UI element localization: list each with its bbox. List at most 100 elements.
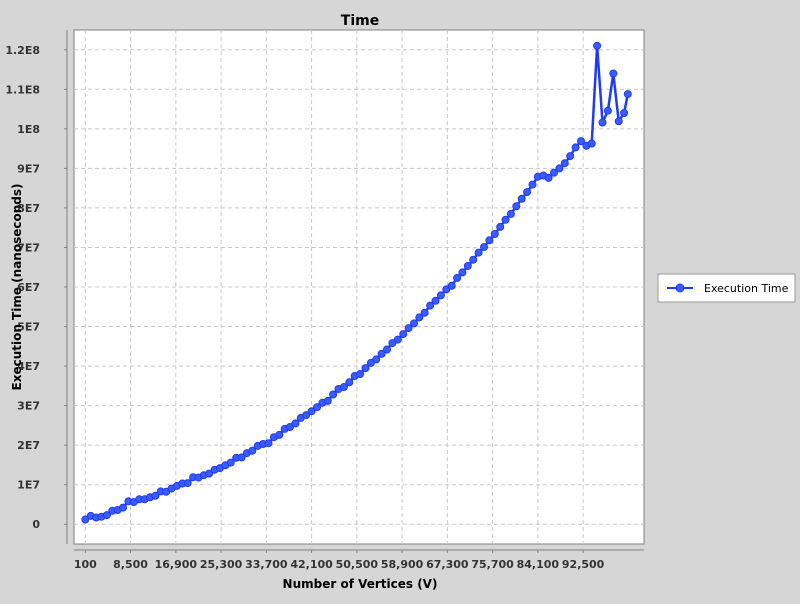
data-point — [609, 69, 618, 78]
data-point — [436, 291, 445, 300]
data-point — [517, 194, 526, 203]
data-point — [329, 390, 338, 399]
data-point — [620, 109, 629, 117]
axes: 0 1E7 2E7 3E7 4E7 5E7 6E7 7E7 8E7 9E7 1E8 1.1E8 1.2E… — [5, 30, 644, 571]
x-tick-label: 92,500 — [562, 558, 605, 571]
data-point — [377, 349, 386, 358]
series-execution-time — [81, 41, 632, 524]
data-point — [496, 222, 505, 231]
x-tick-label: 25,300 — [200, 558, 243, 571]
data-point — [474, 248, 483, 257]
x-tick-label: 58,900 — [381, 558, 424, 571]
data-point — [151, 491, 160, 500]
data-point — [447, 281, 456, 290]
data-point — [361, 364, 370, 373]
legend-label: Execution Time — [704, 282, 789, 295]
data-point — [410, 319, 418, 328]
y-tick-label: 1E8 — [17, 123, 40, 136]
data-point — [623, 90, 632, 99]
data-point — [286, 423, 294, 431]
data-point — [598, 118, 607, 127]
y-tick-label: 6E7 — [17, 281, 40, 294]
x-tick-label: 16,900 — [155, 558, 198, 571]
data-point — [404, 324, 413, 333]
legend: Execution Time — [657, 273, 796, 303]
y-tick-label: 1E7 — [17, 479, 40, 492]
data-point — [566, 152, 575, 161]
data-point — [302, 411, 311, 420]
y-tick-label: 1.2E8 — [5, 44, 40, 57]
data-point — [248, 446, 257, 455]
x-tick-label: 42,100 — [290, 558, 333, 571]
data-point — [356, 370, 365, 378]
data-point — [614, 117, 623, 126]
data-point — [237, 453, 246, 462]
grid-lines — [74, 30, 644, 544]
data-point — [603, 106, 612, 115]
data-point — [555, 164, 564, 173]
x-axis-label: Number of Vertices (V) — [283, 577, 438, 591]
data-point — [506, 209, 515, 218]
y-tick-label: 7E7 — [17, 241, 40, 254]
data-point — [415, 313, 424, 322]
data-point — [593, 41, 602, 50]
data-point — [291, 419, 300, 428]
y-tick-label: 5E7 — [17, 321, 40, 334]
y-tick-label: 3E7 — [17, 400, 40, 413]
y-tick-label: 0 — [32, 518, 40, 531]
data-point — [205, 469, 214, 478]
y-tick-label: 2E7 — [17, 439, 40, 452]
x-tick-label: 100 — [74, 558, 97, 571]
data-point — [528, 180, 537, 189]
data-point — [313, 403, 321, 412]
data-point — [275, 430, 284, 439]
data-point — [323, 396, 332, 405]
data-point — [544, 173, 553, 182]
data-point — [420, 308, 429, 317]
x-tick-label: 67,300 — [426, 558, 469, 571]
data-point — [442, 285, 451, 294]
data-point — [469, 255, 478, 264]
data-point — [226, 458, 235, 467]
data-point — [560, 159, 569, 168]
data-point — [399, 330, 408, 339]
y-tick-label: 4E7 — [17, 360, 40, 373]
data-point — [383, 345, 391, 354]
data-point — [550, 168, 558, 177]
data-point — [458, 268, 467, 277]
data-point — [571, 143, 580, 152]
data-point — [512, 202, 521, 211]
data-point — [119, 503, 127, 512]
data-point — [426, 301, 435, 310]
data-point — [372, 355, 381, 364]
x-tick-label: 75,700 — [471, 558, 514, 571]
data-point — [431, 296, 440, 305]
data-point — [264, 439, 273, 448]
data-point — [102, 511, 111, 520]
data-point — [480, 243, 488, 252]
data-point — [501, 215, 510, 224]
data-point — [523, 188, 532, 197]
y-axis-label: Execution Time (nanoseconds) — [10, 184, 24, 391]
y-tick-label: 1.1E8 — [5, 83, 40, 96]
data-point — [577, 137, 585, 146]
x-tick-label: 8,500 — [113, 558, 148, 571]
x-tick-label: 33,700 — [245, 558, 288, 571]
data-point — [81, 515, 90, 524]
chart-title: Time — [341, 13, 379, 29]
y-tick-label: 8E7 — [17, 202, 40, 215]
data-point — [453, 273, 462, 282]
data-point — [393, 335, 402, 344]
x-tick-label: 50,500 — [336, 558, 379, 571]
data-point — [183, 479, 192, 488]
x-tick-label: 84,100 — [517, 558, 560, 571]
data-point — [307, 407, 316, 416]
data-point — [490, 230, 499, 238]
data-point — [345, 378, 354, 387]
legend-marker-swatch — [675, 283, 685, 293]
data-point — [339, 383, 348, 391]
data-point — [463, 262, 472, 270]
data-point — [485, 236, 494, 245]
